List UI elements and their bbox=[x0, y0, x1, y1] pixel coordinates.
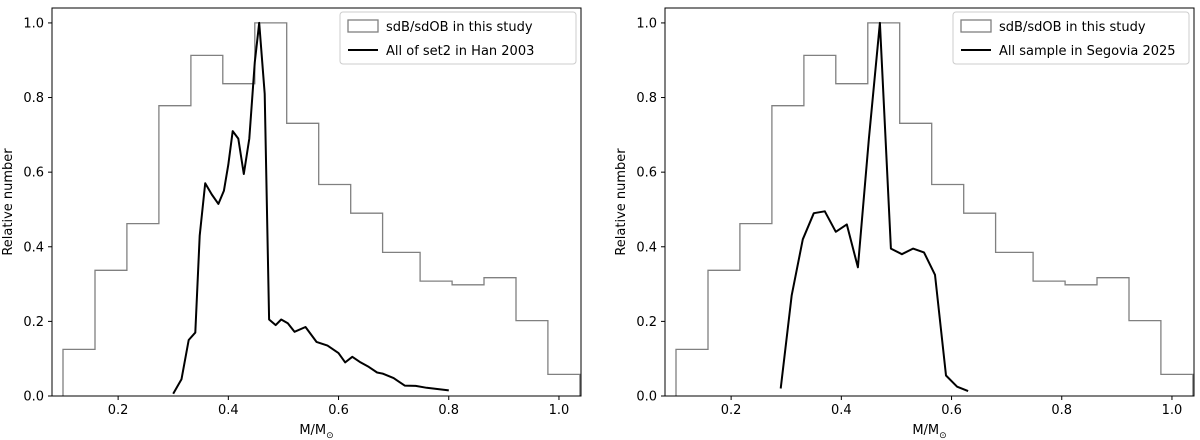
legend-line-label: All of set2 in Han 2003 bbox=[386, 44, 534, 59]
y-tick-label: 1.0 bbox=[636, 16, 657, 31]
x-tick-label: 1.0 bbox=[1162, 403, 1183, 418]
legend-histogram-swatch bbox=[347, 19, 379, 33]
x-axis-label-subscript: ⊙ bbox=[939, 431, 947, 440]
x-axis-label: M/M⊙ bbox=[299, 423, 333, 440]
x-tick-label: 0.8 bbox=[438, 403, 459, 418]
x-axis-label-main: M/M bbox=[912, 423, 939, 438]
axes-frame bbox=[51, 7, 582, 397]
legend-histogram-label: sdB/sdOB in this study bbox=[386, 20, 533, 35]
y-tick-label: 0.4 bbox=[23, 240, 44, 255]
x-axis-label-main: M/M bbox=[299, 423, 326, 438]
y-tick-label: 0.2 bbox=[23, 315, 44, 330]
y-axis-label: Relative number bbox=[1, 148, 16, 256]
x-axis-label: M/M⊙ bbox=[912, 423, 946, 440]
y-tick-label: 0.2 bbox=[636, 315, 657, 330]
x-tick-label: 0.4 bbox=[831, 403, 852, 418]
y-tick-label: 0.6 bbox=[23, 166, 44, 181]
chart-panel-left: 0.2 0.4 0.6 0.8 1.0 0.0 0.2 0.4 0.6 0.8 1.0 M/M⊙ Rel… bbox=[1, 7, 582, 440]
legend-box bbox=[339, 11, 577, 65]
legend-box bbox=[952, 11, 1190, 65]
y-axis-label: Relative number bbox=[614, 148, 629, 256]
x-tick-label: 1.0 bbox=[549, 403, 570, 418]
y-tick-label: 1.0 bbox=[23, 16, 44, 31]
chart-panel-right: 0.2 0.4 0.6 0.8 1.0 0.0 0.2 0.4 0.6 0.8 1.0 M/M⊙ Rel… bbox=[614, 7, 1195, 440]
y-tick-label: 0.4 bbox=[636, 240, 657, 255]
x-tick-label: 0.4 bbox=[218, 403, 239, 418]
x-tick-label: 0.6 bbox=[328, 403, 349, 418]
x-tick-label: 0.8 bbox=[1051, 403, 1072, 418]
legend-histogram-swatch bbox=[960, 19, 992, 33]
y-tick-label: 0.0 bbox=[23, 390, 44, 405]
series-line bbox=[172, 21, 449, 395]
y-tick-label: 0.6 bbox=[636, 166, 657, 181]
axes-frame bbox=[664, 7, 1195, 397]
x-axis-label-subscript: ⊙ bbox=[326, 431, 334, 440]
legend-line-label: All sample in Segovia 2025 bbox=[999, 44, 1176, 59]
histogram-sdb-sdob bbox=[675, 22, 1194, 396]
y-tick-label: 0.0 bbox=[636, 390, 657, 405]
legend-histogram-label: sdB/sdOB in this study bbox=[999, 20, 1146, 35]
series-line bbox=[779, 21, 969, 393]
x-tick-label: 0.2 bbox=[108, 403, 129, 418]
x-tick-label: 0.2 bbox=[721, 403, 742, 418]
y-tick-label: 0.8 bbox=[636, 91, 657, 106]
x-tick-label: 0.6 bbox=[941, 403, 962, 418]
histogram-sdb-sdob bbox=[62, 22, 581, 396]
y-tick-label: 0.8 bbox=[23, 91, 44, 106]
